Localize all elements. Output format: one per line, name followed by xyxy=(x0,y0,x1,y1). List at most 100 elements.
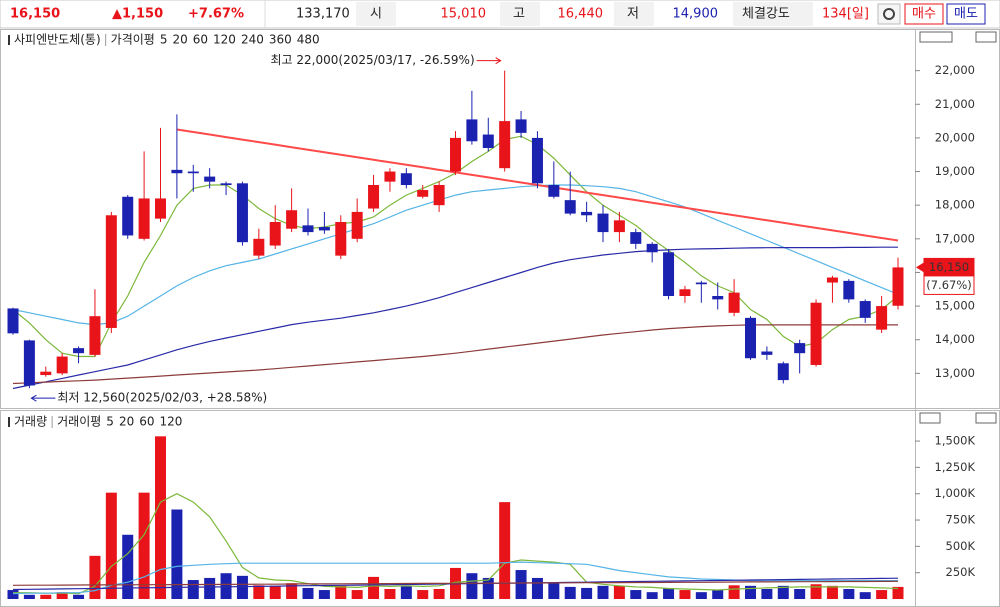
open-label: 시 xyxy=(370,7,382,22)
moving-average xyxy=(12,246,898,390)
volume-bar xyxy=(105,492,117,599)
candle-body xyxy=(794,343,806,354)
candle-body xyxy=(548,185,560,197)
y-tick-label: 15,000 xyxy=(935,299,975,313)
volume-bar xyxy=(564,586,576,599)
panel-icon[interactable] xyxy=(919,31,953,43)
volume-bar xyxy=(40,594,52,599)
volume-bar xyxy=(466,573,478,599)
buy-label: 매수 xyxy=(912,7,936,22)
y-tick-label: 18,000 xyxy=(935,198,975,212)
candle-body xyxy=(89,316,101,355)
annotation-arrow xyxy=(30,394,56,402)
open-price: 15,010 xyxy=(441,7,487,22)
volume-bar xyxy=(531,577,543,599)
volume-bar xyxy=(286,583,298,599)
annotation-arrow xyxy=(476,57,502,65)
candle-body xyxy=(466,119,478,142)
volume-bar xyxy=(794,588,806,599)
volume-bar xyxy=(597,585,609,599)
sell-label: 매도 xyxy=(954,7,978,22)
candle-body xyxy=(679,289,691,296)
candle-body xyxy=(384,171,396,182)
sell-button[interactable] xyxy=(946,3,986,25)
legend-entry: 120 xyxy=(213,33,236,47)
candle-body xyxy=(433,185,445,206)
volume-bar xyxy=(646,592,658,599)
buy-button[interactable] xyxy=(904,3,944,25)
y-tick-label: 14,000 xyxy=(935,332,975,346)
volume-bar xyxy=(613,585,625,599)
settings-button[interactable] xyxy=(877,3,901,25)
high-annotation: 최고 22,000(2025/03/17, -26.59%) xyxy=(271,53,475,67)
candle-body xyxy=(728,292,740,313)
candle-body xyxy=(286,210,298,229)
low-price: 14,900 xyxy=(673,7,719,22)
price-tag-fill xyxy=(924,258,974,277)
legend-entry: 20 xyxy=(172,33,187,47)
y-tick-label: 17,000 xyxy=(935,231,975,245)
volume-bar xyxy=(236,575,248,599)
candle-body xyxy=(122,196,134,236)
volume-bar xyxy=(122,534,134,599)
candle-body xyxy=(138,198,150,239)
price-tag-pointer xyxy=(916,262,924,273)
legend-title: 거래이평 xyxy=(57,415,101,429)
volume-bar xyxy=(515,570,527,599)
volume-bar xyxy=(482,577,494,599)
candle-body xyxy=(745,317,756,359)
candle-body xyxy=(7,308,19,334)
y-tick-label: 250K xyxy=(946,565,976,579)
volume-bar xyxy=(712,590,724,599)
y-tick-label: 750K xyxy=(946,513,976,527)
candle-body xyxy=(73,348,85,354)
volume-bar xyxy=(171,509,183,599)
legend-entry: 20 xyxy=(119,415,134,429)
candle-body xyxy=(56,356,68,374)
volume-bar xyxy=(318,590,330,599)
candle-body xyxy=(187,171,199,174)
candle-body xyxy=(695,282,707,285)
candle-body xyxy=(400,173,412,185)
volume-bar xyxy=(728,585,740,599)
y-tick-label: 21,000 xyxy=(935,97,975,111)
candle-body xyxy=(220,183,232,185)
price-tag-label: 16,150 xyxy=(929,260,969,274)
label-cell xyxy=(614,2,654,26)
panel-close[interactable] xyxy=(975,31,997,43)
volume-bar xyxy=(204,577,216,599)
volume-bar xyxy=(56,592,68,599)
volume-bar xyxy=(269,585,281,599)
candle-body xyxy=(171,169,183,174)
legend-entry: 60 xyxy=(139,415,154,429)
volume: 133,170 xyxy=(296,7,350,22)
candle-body xyxy=(712,296,724,300)
candle-body xyxy=(826,277,838,283)
price-change: ▲1,150 xyxy=(112,7,163,22)
low-annotation: 최저 12,560(2025/02/03, +28.58%) xyxy=(57,391,267,405)
candle-body xyxy=(40,371,52,376)
y-tick-label: 1,500K xyxy=(935,434,976,448)
candle-body xyxy=(105,215,117,328)
candle-body xyxy=(335,222,347,256)
legend-entry: 360 xyxy=(269,33,292,47)
settings-icon xyxy=(883,8,895,20)
panel-icon[interactable] xyxy=(919,412,941,424)
volume-bar xyxy=(826,585,838,599)
label-cell xyxy=(356,2,396,26)
candle-body xyxy=(155,198,166,219)
y-tick-label: 1,250K xyxy=(935,460,976,474)
volume-bar xyxy=(155,436,166,599)
legend-title: 가격이평 xyxy=(111,33,155,47)
price-tag-sublabel: (7.67%) xyxy=(926,278,972,292)
candle-body xyxy=(761,351,773,355)
legend-entry: 480 xyxy=(297,33,320,47)
candle-body xyxy=(646,243,658,253)
candle-body xyxy=(23,340,35,386)
volume-bar xyxy=(138,492,150,599)
volume-bar xyxy=(417,590,429,599)
candle-body xyxy=(531,137,543,184)
volume-bar xyxy=(384,588,396,599)
panel-close[interactable] xyxy=(975,412,997,424)
